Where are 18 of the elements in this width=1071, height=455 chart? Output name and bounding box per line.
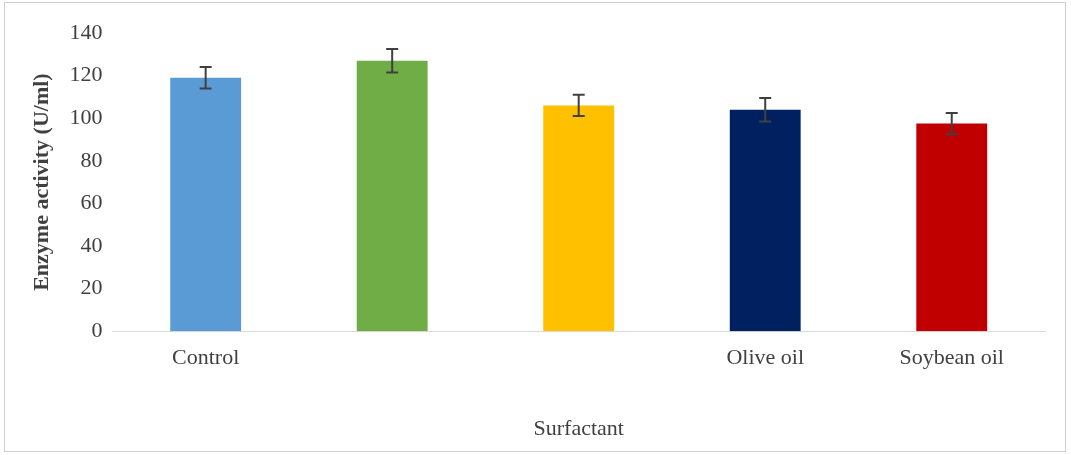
bar — [916, 123, 988, 332]
y-tick-label: 140 — [69, 18, 103, 44]
y-tick-label: 80 — [80, 146, 103, 172]
x-tick-label: Soybean oil — [899, 344, 1004, 370]
x-axis-title: Surfactant — [533, 414, 624, 440]
y-tick-label: 0 — [91, 316, 103, 342]
x-tick-label: Control — [172, 344, 240, 370]
bar — [729, 109, 801, 332]
y-tick-label: 100 — [69, 103, 103, 129]
y-tick-label: 20 — [80, 274, 103, 300]
bar — [170, 77, 242, 332]
y-tick-label: 40 — [80, 231, 103, 257]
y-tick-label: 60 — [80, 189, 103, 215]
x-tick-label: Olive oil — [726, 344, 805, 370]
bar — [543, 105, 615, 332]
y-axis-title: Enzyme activity (U/ml) — [27, 73, 53, 291]
bar — [356, 60, 428, 332]
y-tick-label: 120 — [69, 61, 103, 87]
